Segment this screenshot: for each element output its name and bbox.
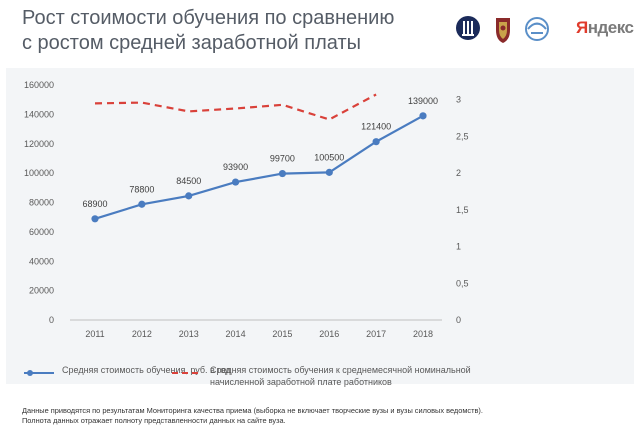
yandex-logo-first-letter: Я — [576, 18, 588, 37]
y-left-tick-label: 20000 — [29, 286, 54, 296]
data-label: 139000 — [408, 96, 438, 106]
data-label: 99700 — [270, 154, 295, 164]
title-line-2: с ростом средней заработной платы — [22, 32, 361, 54]
legend-label-ratio: Средняя стоимость обучения к среднемесяч… — [210, 365, 471, 387]
y-right-tick-label: 2 — [456, 168, 461, 178]
data-point — [278, 169, 287, 178]
title-line-1: Рост стоимости обучения по сравнению — [22, 7, 395, 29]
y-right-tick-label: 1 — [456, 242, 461, 252]
y-left-tick-label: 140000 — [24, 109, 54, 119]
data-point — [372, 138, 380, 146]
data-point — [138, 200, 146, 208]
y-right-tick-label: 3 — [456, 95, 461, 105]
footnote-line-1: Данные приводятся по результатам Монитор… — [22, 406, 483, 415]
y-left-tick-label: 120000 — [24, 139, 54, 149]
x-tick-label: 2012 — [132, 329, 152, 339]
coat-of-arms-logo — [496, 18, 510, 43]
data-point — [231, 178, 240, 186]
x-tick-label: 2014 — [226, 329, 246, 339]
legend-swatch-cost — [24, 370, 54, 376]
data-label: 93900 — [223, 162, 248, 172]
yandex-logo-rest: ндекс — [587, 18, 634, 37]
y-left-tick-label: 80000 — [29, 198, 54, 208]
x-tick-label: 2017 — [366, 329, 386, 339]
legend-label-cost: Средняя стоимость обучения, руб. в год — [62, 365, 231, 375]
x-tick-label: 2018 — [413, 329, 433, 339]
series-line-1 — [94, 114, 424, 220]
data-point — [325, 168, 333, 176]
x-tick-label: 2011 — [85, 329, 104, 339]
yandex-logo: Яндекс — [576, 18, 634, 38]
y-left-tick-label: 160000 — [24, 80, 54, 90]
y-right-tick-label: 0,5 — [456, 278, 469, 288]
x-tick-label: 2016 — [319, 329, 339, 339]
data-label: 100500 — [314, 152, 344, 162]
partner-logos — [456, 16, 549, 43]
footnote-line-2: Полнота данных отражает полноту представ… — [22, 416, 286, 425]
ministry-logo — [525, 17, 549, 41]
data-label: 78800 — [129, 184, 154, 194]
series-line-2 — [94, 93, 377, 121]
y-left-tick-label: 0 — [49, 315, 54, 325]
y-right-tick-label: 0 — [456, 315, 461, 325]
y-left-tick-label: 40000 — [29, 256, 54, 266]
y-right-tick-label: 1,5 — [456, 205, 469, 215]
hse-logo — [456, 16, 480, 40]
data-point — [419, 112, 427, 120]
chart-area — [6, 68, 634, 384]
x-tick-label: 2013 — [179, 329, 199, 339]
data-point — [91, 215, 99, 223]
x-tick-label: 2015 — [272, 329, 292, 339]
chart-title: Рост стоимости обучения по сравнению с р… — [22, 6, 394, 56]
data-label: 121400 — [361, 122, 391, 132]
data-label: 68900 — [82, 199, 107, 209]
data-label: 84500 — [176, 176, 201, 186]
y-left-tick-label: 100000 — [24, 168, 54, 178]
data-point — [185, 192, 193, 200]
legend-swatch-ratio — [172, 372, 202, 374]
y-left-tick-label: 60000 — [29, 227, 54, 237]
y-right-tick-label: 2,5 — [456, 131, 469, 141]
footnote: Данные приводятся по результатам Монитор… — [22, 406, 622, 426]
